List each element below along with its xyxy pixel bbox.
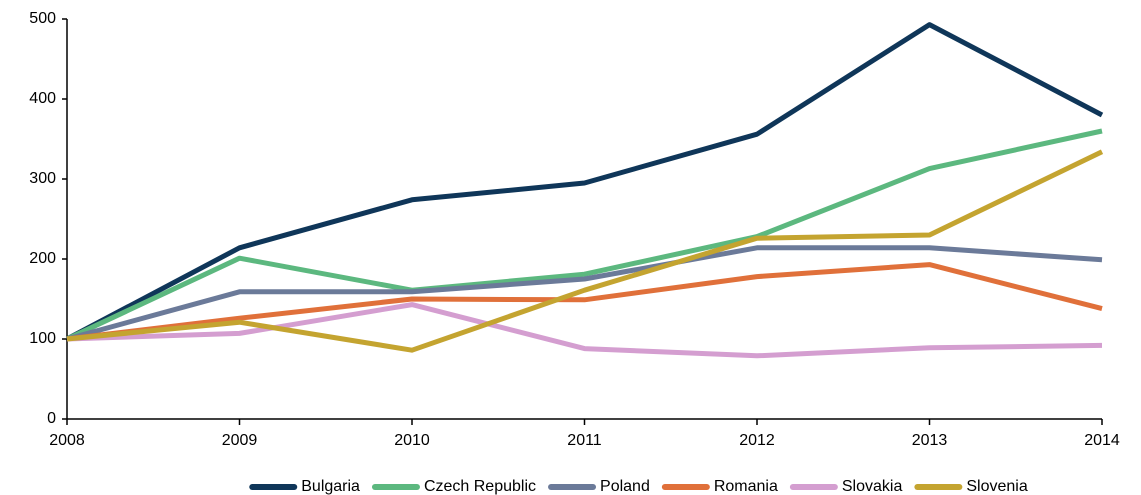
y-tick-label: 200: [29, 250, 56, 267]
legend-label: Bulgaria: [301, 478, 360, 495]
series-line: [66, 302, 1103, 359]
y-tick-label: 300: [29, 170, 56, 187]
y-tick-label: 100: [29, 330, 56, 347]
series-line: [66, 262, 1103, 342]
legend-label: Slovakia: [842, 478, 903, 495]
series-line: [65, 128, 1103, 342]
x-tick-label: 2011: [567, 432, 602, 449]
x-tick-label: 2009: [222, 432, 258, 449]
legend-label: Czech Republic: [424, 478, 536, 495]
series-line: [65, 22, 1104, 342]
x-tick-label: 2012: [739, 432, 775, 449]
x-tick-label: 2010: [394, 432, 430, 449]
series-line: [66, 149, 1104, 353]
series-line: [66, 245, 1103, 342]
x-tick-label: 2013: [912, 432, 948, 449]
legend-label: Poland: [600, 478, 650, 495]
y-tick-label: 0: [47, 410, 56, 427]
y-tick-label: 500: [29, 10, 56, 27]
legend-label: Romania: [714, 478, 778, 495]
y-tick-label: 400: [29, 90, 56, 107]
x-tick-label: 2014: [1084, 432, 1120, 449]
legend-label: Slovenia: [966, 478, 1027, 495]
x-tick-label: 2008: [49, 432, 85, 449]
